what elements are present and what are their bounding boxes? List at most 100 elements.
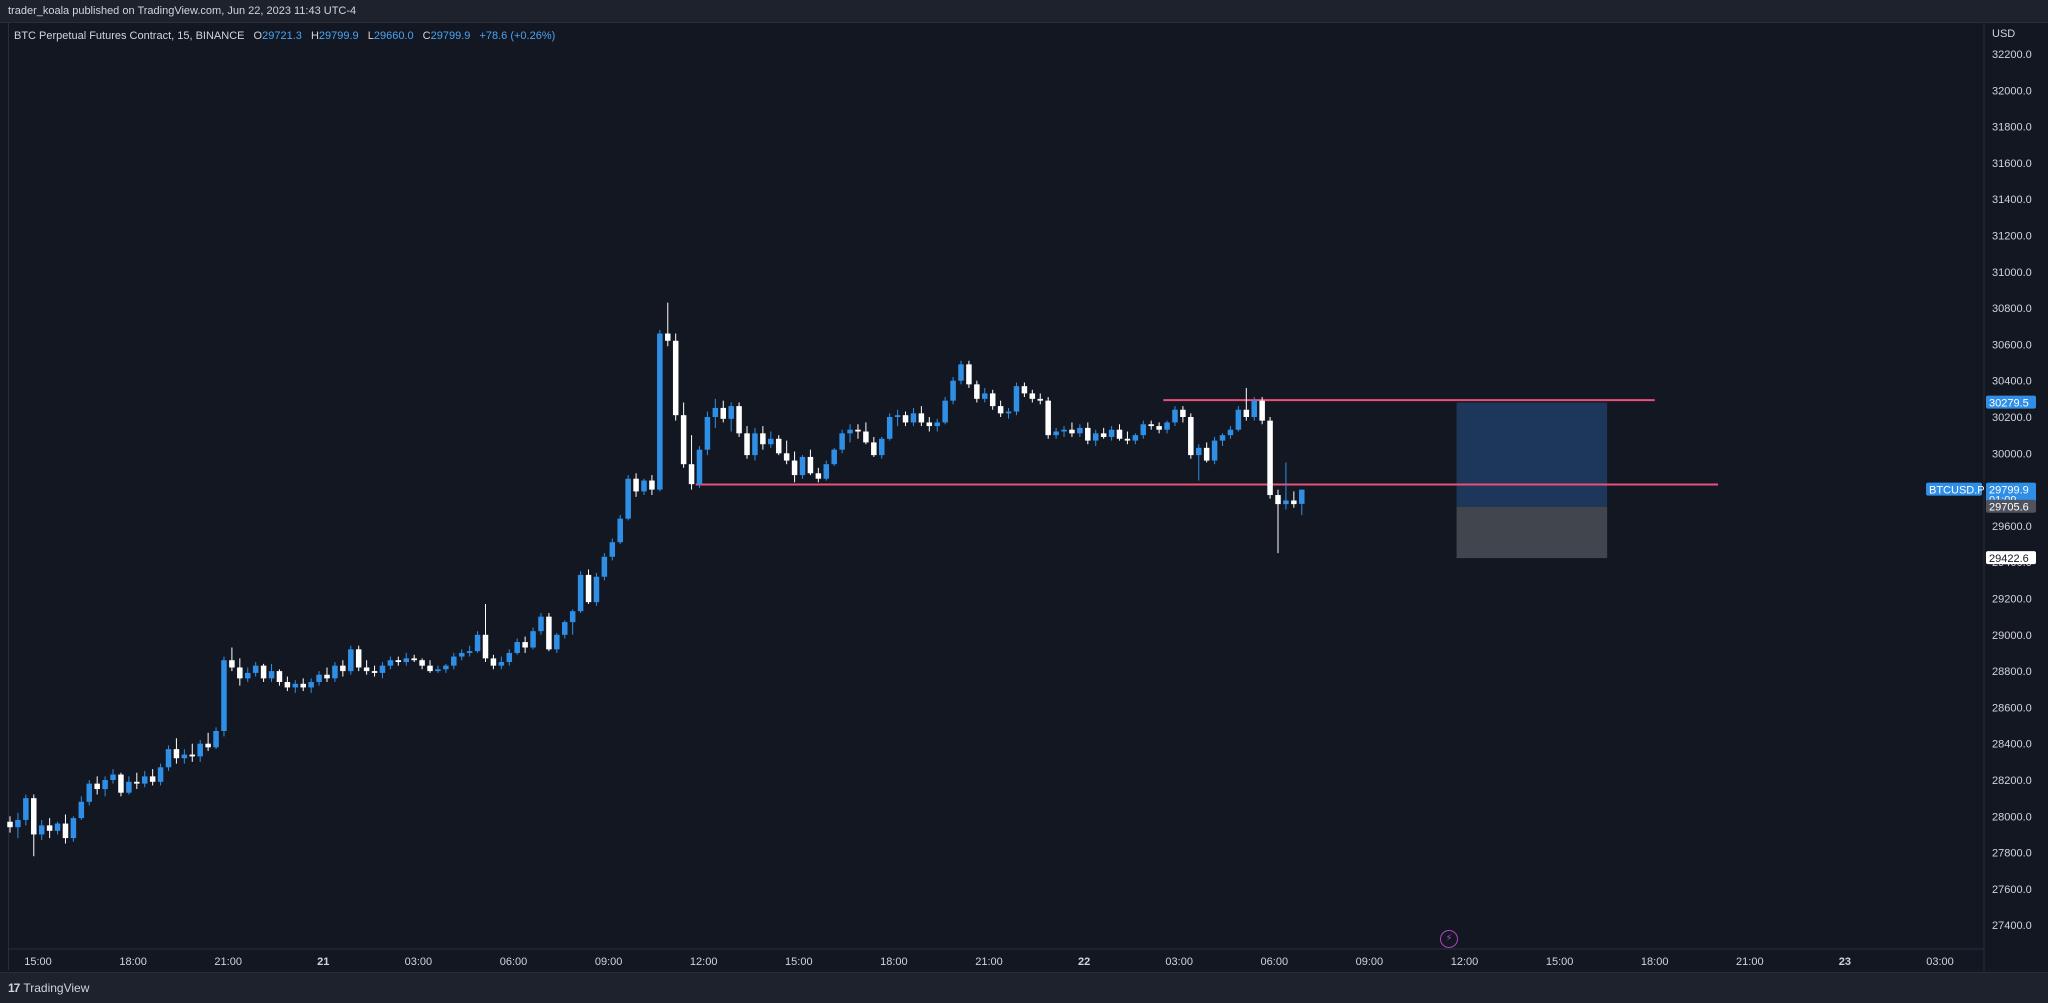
candle-body[interactable] — [950, 380, 956, 401]
candle-body[interactable] — [530, 631, 536, 648]
candle-body[interactable] — [1005, 411, 1012, 414]
candle-body[interactable] — [720, 407, 727, 419]
candle-body[interactable] — [894, 415, 901, 417]
candle-body[interactable] — [205, 743, 211, 748]
candle-body[interactable] — [1069, 429, 1075, 434]
candle-body[interactable] — [23, 798, 29, 820]
candle-body[interactable] — [1283, 500, 1289, 505]
candle-body[interactable] — [1196, 447, 1202, 456]
candle-body[interactable] — [181, 754, 188, 759]
candle-body[interactable] — [863, 431, 869, 443]
candle-body[interactable] — [783, 453, 790, 461]
candle-body[interactable] — [387, 660, 394, 666]
candle-body[interactable] — [1140, 424, 1147, 436]
candle-body[interactable] — [1243, 409, 1250, 417]
candle-body[interactable] — [1077, 427, 1083, 434]
candle-body[interactable] — [94, 783, 100, 790]
candle-body[interactable] — [252, 665, 259, 673]
candle-body[interactable] — [672, 340, 679, 416]
candle-body[interactable] — [1267, 420, 1273, 496]
candle-body[interactable] — [974, 384, 980, 399]
candle-body[interactable] — [1291, 500, 1297, 505]
candle-body[interactable] — [879, 438, 885, 456]
candle-body[interactable] — [554, 634, 560, 650]
candle-body[interactable] — [403, 658, 410, 663]
symbol-title[interactable]: BTC Perpetual Futures Contract, 15, BINA… — [14, 30, 245, 42]
candle-body[interactable] — [458, 652, 465, 657]
candle-body[interactable] — [847, 429, 853, 434]
candle-body[interactable] — [768, 438, 774, 445]
candle-body[interactable] — [134, 781, 140, 784]
candle-body[interactable] — [704, 417, 711, 450]
candle-body[interactable] — [62, 823, 69, 839]
candle-body[interactable] — [982, 393, 988, 399]
candle-body[interactable] — [871, 442, 877, 456]
candle-body[interactable] — [355, 649, 362, 668]
candle-body[interactable] — [276, 671, 283, 682]
candle-body[interactable] — [213, 730, 219, 748]
candle-body[interactable] — [245, 672, 251, 679]
candle-body[interactable] — [997, 406, 1004, 414]
candle-body[interactable] — [1172, 409, 1178, 423]
candle-body[interactable] — [1092, 433, 1099, 441]
candle-body[interactable] — [324, 674, 330, 679]
candle-body[interactable] — [546, 616, 552, 650]
candle-body[interactable] — [149, 776, 156, 782]
candle-body[interactable] — [379, 665, 386, 673]
candle-body[interactable] — [1124, 438, 1131, 441]
candle-body[interactable] — [340, 665, 346, 672]
candle-body[interactable] — [173, 749, 180, 759]
candle-body[interactable] — [197, 743, 203, 757]
candle-body[interactable] — [78, 801, 85, 819]
candle-body[interactable] — [490, 658, 497, 666]
candle-body[interactable] — [38, 825, 45, 835]
candle-body[interactable] — [728, 406, 734, 419]
candle-body[interactable] — [1116, 429, 1123, 439]
candle-body[interactable] — [498, 662, 505, 666]
candle-body[interactable] — [15, 819, 21, 828]
candle-body[interactable] — [918, 413, 925, 423]
candle-body[interactable] — [744, 433, 750, 456]
candle-body[interactable] — [189, 754, 196, 757]
candle-body[interactable] — [1100, 433, 1107, 437]
candle-body[interactable] — [657, 333, 663, 490]
candle-body[interactable] — [229, 660, 235, 668]
candle-body[interactable] — [70, 818, 77, 839]
candle-body[interactable] — [902, 415, 909, 423]
candle-body[interactable] — [712, 407, 719, 417]
candle-body[interactable] — [1211, 440, 1218, 461]
candle-body[interactable] — [427, 665, 433, 672]
target-zone[interactable] — [1456, 402, 1608, 507]
candle-body[interactable] — [308, 681, 314, 688]
candle-body[interactable] — [522, 642, 528, 648]
candle-body[interactable] — [31, 798, 37, 835]
candle-body[interactable] — [395, 660, 402, 663]
candle-body[interactable] — [1251, 400, 1257, 417]
candle-body[interactable] — [1108, 429, 1115, 437]
candle-body[interactable] — [474, 634, 481, 652]
candle-body[interactable] — [665, 333, 671, 341]
candle-body[interactable] — [443, 665, 449, 670]
candle-body[interactable] — [688, 464, 695, 485]
lightning-icon[interactable]: ⚡ — [1440, 930, 1458, 948]
candle-body[interactable] — [411, 658, 417, 661]
candle-body[interactable] — [1021, 386, 1028, 394]
candle-body[interactable] — [1037, 398, 1044, 401]
candle-body[interactable] — [237, 667, 243, 679]
candle-body[interactable] — [538, 616, 544, 632]
candle-body[interactable] — [577, 574, 584, 612]
tradingview-brand[interactable]: 17 TradingView — [8, 981, 89, 995]
candle-body[interactable] — [126, 781, 132, 793]
candle-body[interactable] — [300, 683, 306, 688]
candle-body[interactable] — [482, 634, 489, 659]
candle-body[interactable] — [46, 825, 53, 831]
candle-body[interactable] — [562, 622, 568, 635]
candle-body[interactable] — [54, 823, 61, 831]
candle-body[interactable] — [1227, 429, 1234, 436]
candle-body[interactable] — [617, 518, 623, 543]
candle-body[interactable] — [1188, 417, 1194, 456]
candle-body[interactable] — [815, 473, 822, 479]
candle-body[interactable] — [506, 652, 513, 663]
candle-body[interactable] — [775, 438, 782, 454]
